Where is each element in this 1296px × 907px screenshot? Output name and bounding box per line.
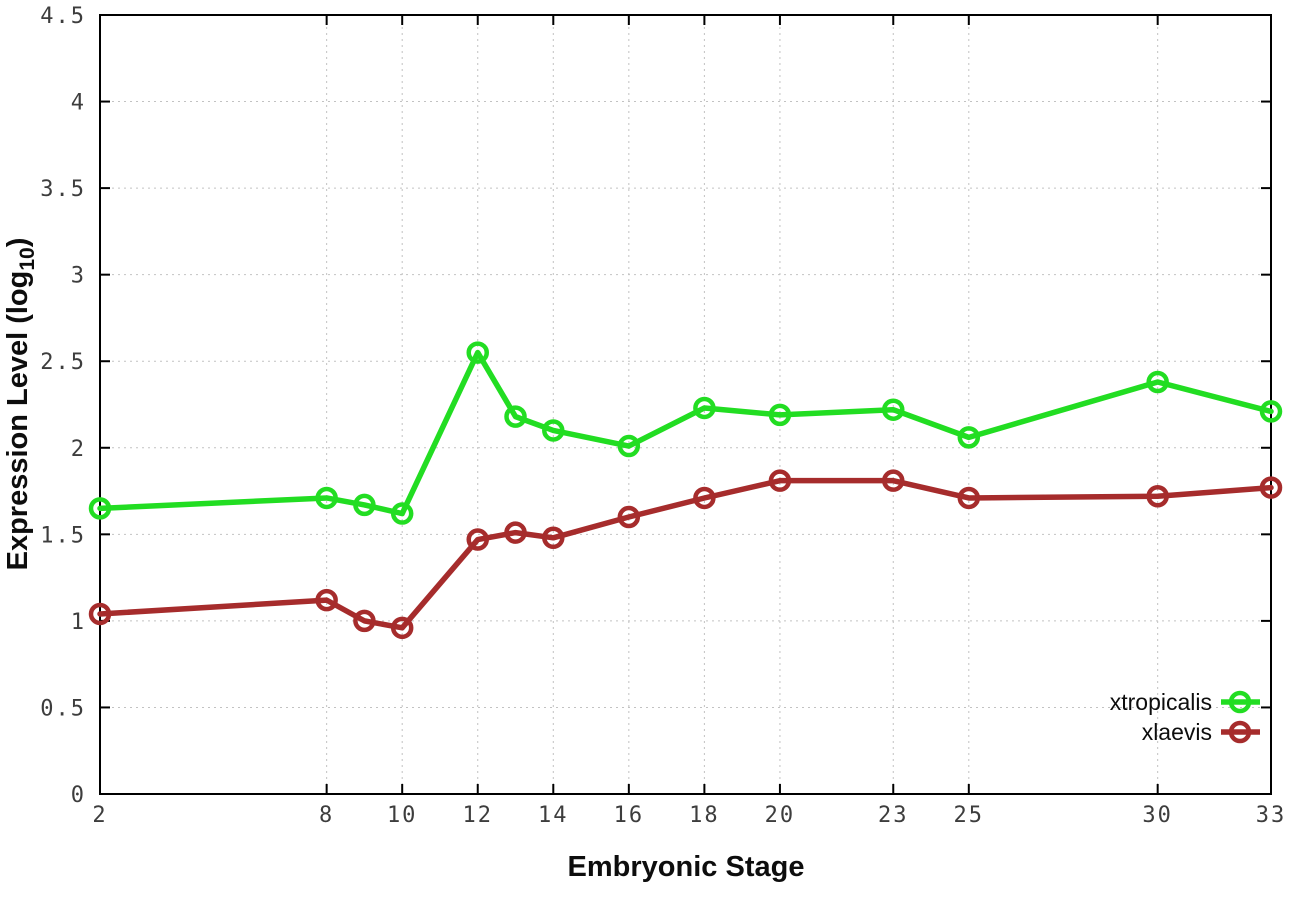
data-point-xtropicalis-stage-25 — [957, 426, 981, 449]
data-point-xlaevis-stage-8 — [315, 588, 338, 612]
data-point-xlaevis-stage-9 — [353, 609, 376, 633]
x-tick-label-25: 25 — [954, 803, 985, 828]
x-tick-label-30: 30 — [1142, 803, 1173, 828]
y-axis-title: Expression Level (log10) — [2, 238, 39, 571]
x-tick-label-16: 16 — [614, 803, 645, 828]
x-tick-label-20: 20 — [765, 803, 796, 828]
data-point-xtropicalis-stage-12 — [466, 341, 489, 364]
x-tick-label-12: 12 — [462, 803, 493, 828]
data-point-xlaevis-stage-20 — [768, 469, 792, 492]
x-axis-title: Embryonic Stage — [568, 851, 805, 883]
data-point-xlaevis-stage-2 — [88, 602, 112, 626]
data-points — [88, 341, 1283, 640]
data-point-xlaevis-stage-18 — [693, 486, 716, 510]
data-point-xlaevis-stage-13 — [504, 521, 527, 544]
y-tick-label-0.5: 0.5 — [40, 696, 86, 721]
y-tick-label-2.5: 2.5 — [40, 350, 86, 375]
series-line-xtropicalis — [97, 349, 1274, 517]
x-tick-label-23: 23 — [878, 803, 909, 828]
x-tick-label-2: 2 — [92, 803, 107, 828]
y-tick-label-2: 2 — [71, 437, 86, 462]
x-tick-label-18: 18 — [689, 803, 720, 828]
y-tick-label-1: 1 — [71, 610, 86, 635]
data-point-xlaevis-stage-14 — [542, 526, 565, 550]
gridlines — [100, 15, 1271, 794]
plot-border-and-ticks — [99, 14, 1272, 795]
legend-marker-circle-xlaevis — [1228, 720, 1252, 744]
series-lines — [97, 349, 1274, 631]
legend-label-xlaevis: xlaevis — [1142, 719, 1212, 745]
data-point-xtropicalis-stage-30 — [1146, 370, 1169, 394]
data-point-xtropicalis-stage-18 — [693, 396, 716, 420]
data-point-xtropicalis-stage-16 — [617, 434, 641, 458]
x-tick-label-10: 10 — [387, 803, 418, 828]
y-tick-label-0: 0 — [71, 783, 86, 808]
data-point-xlaevis-stage-23 — [882, 469, 905, 492]
y-axis-title-subscript: 10 — [16, 247, 39, 270]
data-point-xtropicalis-stage-10 — [390, 502, 414, 525]
data-point-xtropicalis-stage-2 — [88, 497, 112, 520]
x-tick-label-33: 33 — [1256, 803, 1287, 828]
data-point-xlaevis-stage-30 — [1146, 484, 1169, 508]
y-tick-label-4: 4 — [71, 91, 86, 116]
y-axis-title-main: Expression Level (log — [2, 271, 34, 571]
legend-item-xtropicalis: xtropicalis — [1110, 689, 1260, 715]
y-tick-label-4.5: 4.5 — [40, 4, 86, 29]
series-line-xlaevis — [97, 477, 1274, 631]
data-point-xtropicalis-stage-33 — [1259, 400, 1283, 423]
y-tick-label-3.5: 3.5 — [40, 177, 86, 202]
data-point-xtropicalis-stage-8 — [315, 486, 338, 510]
data-point-xtropicalis-stage-13 — [504, 405, 527, 428]
data-point-xlaevis-stage-25 — [957, 486, 981, 510]
y-tick-label-3: 3 — [71, 264, 86, 289]
y-axis-title-end: ) — [2, 238, 34, 248]
data-point-xlaevis-stage-33 — [1259, 476, 1283, 499]
y-tick-label-1.5: 1.5 — [40, 523, 86, 548]
legend-item-xlaevis: xlaevis — [1142, 719, 1260, 745]
data-point-xtropicalis-stage-20 — [768, 403, 792, 427]
data-point-xtropicalis-stage-9 — [353, 493, 376, 517]
legend-marker-circle-xtropicalis — [1228, 690, 1252, 714]
plot-border — [99, 14, 1272, 795]
legend: xtropicalis xlaevis — [1110, 689, 1260, 745]
legend-label-xtropicalis: xtropicalis — [1110, 689, 1212, 715]
data-point-xtropicalis-stage-14 — [542, 419, 565, 442]
data-point-xlaevis-stage-12 — [466, 528, 489, 551]
x-tick-label-8: 8 — [319, 803, 334, 828]
tick-labels: 2 8 10 12 14 16 18 20 23 25 30 33 0 0.5 1 1.5 2 2.5 3 3.5 4 4… — [40, 4, 1287, 828]
data-point-xtropicalis-stage-23 — [882, 398, 905, 421]
data-point-xlaevis-stage-16 — [617, 505, 641, 529]
data-point-xlaevis-stage-10 — [390, 616, 414, 640]
x-tick-label-14: 14 — [538, 803, 569, 828]
